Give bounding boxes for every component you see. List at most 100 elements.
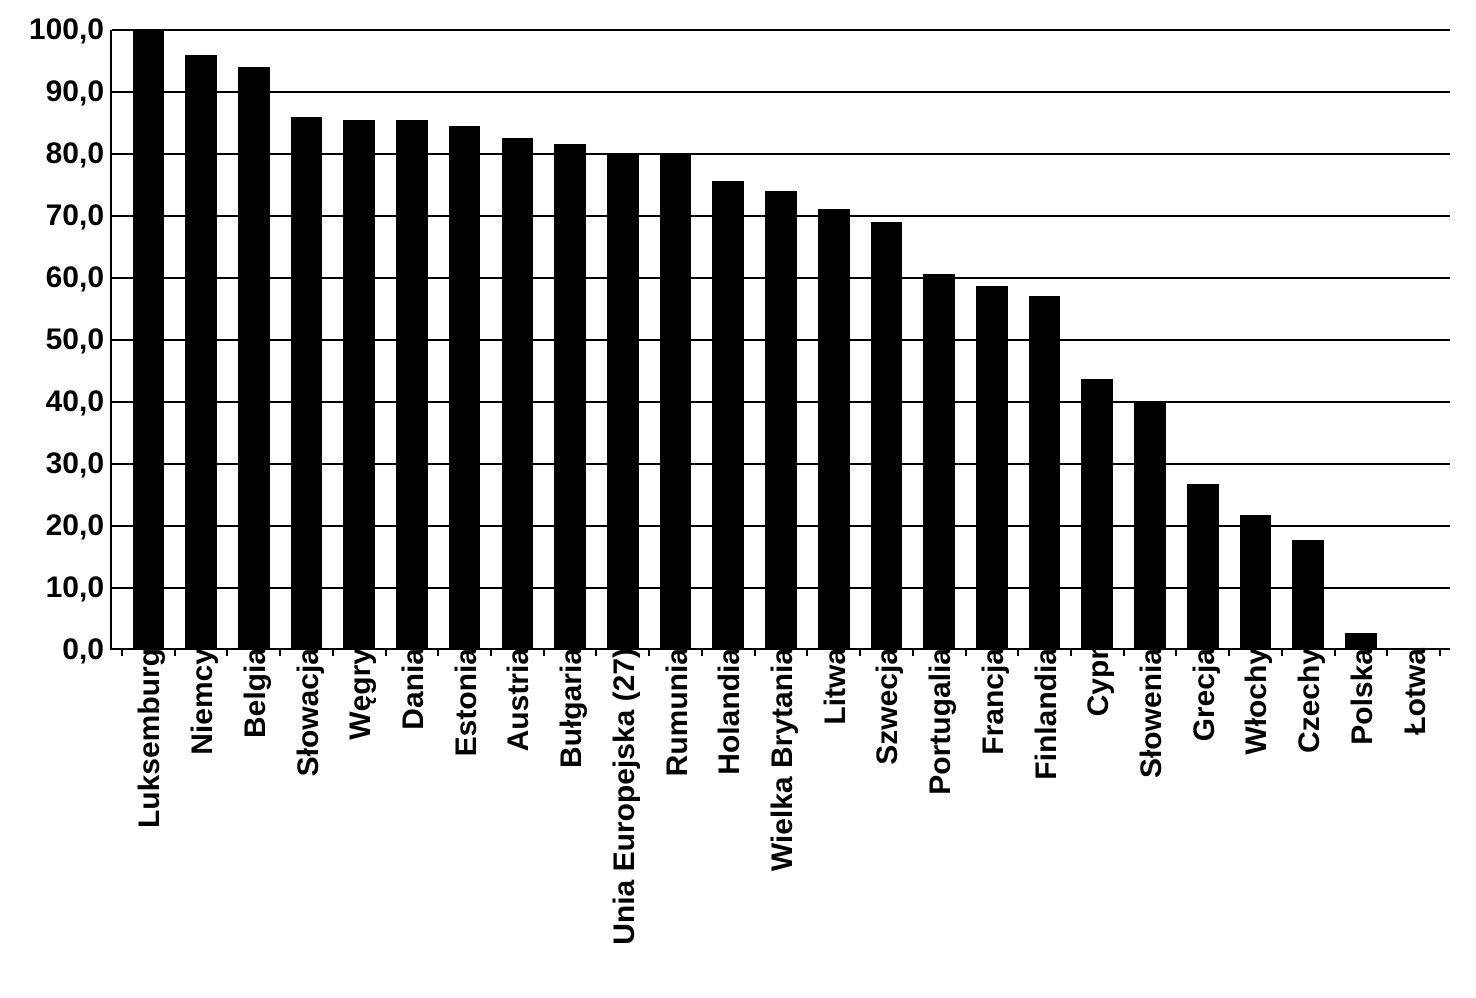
bar-slot: Polska (1335, 30, 1388, 648)
bar (343, 120, 375, 648)
xtick-mark (174, 648, 176, 656)
ytick-label: 20,0 (46, 509, 104, 543)
xtick-label: Łotwa (1395, 648, 1433, 735)
bar (1240, 515, 1272, 648)
xtick-mark (1017, 648, 1019, 656)
bar-slot: Cypr (1071, 30, 1124, 648)
bar-slot: Grecja (1176, 30, 1229, 648)
xtick-label: Wielka Brytania (762, 648, 800, 871)
xtick-mark (965, 648, 967, 656)
bar-slot: Włochy (1229, 30, 1282, 648)
xtick-label: Rumunia (657, 648, 695, 776)
bar (660, 154, 692, 648)
bar-slot: Portugalia (913, 30, 966, 648)
xtick-label: Czechy (1289, 648, 1327, 753)
ytick-label: 80,0 (46, 137, 104, 171)
bar-slot: Francja (966, 30, 1019, 648)
xtick-label: Estonia (446, 648, 484, 756)
xtick-mark (1386, 648, 1388, 656)
xtick-label: Bułgaria (551, 648, 589, 768)
xtick-mark (490, 648, 492, 656)
bar-slot: Węgry (333, 30, 386, 648)
bar (1029, 296, 1061, 648)
xtick-mark (701, 648, 703, 656)
xtick-mark (1175, 648, 1177, 656)
bar (1345, 633, 1377, 648)
bar-slot: Finlandia (1018, 30, 1071, 648)
xtick-mark (226, 648, 228, 656)
xtick-label: Słowenia (1131, 648, 1169, 778)
xtick-mark (1334, 648, 1336, 656)
ytick-label: 40,0 (46, 385, 104, 419)
xtick-mark (437, 648, 439, 656)
bar (712, 181, 744, 648)
bar-slot: Bułgaria (544, 30, 597, 648)
bar (291, 117, 323, 648)
bar-slot: Belgia (227, 30, 280, 648)
xtick-label: Polska (1342, 648, 1380, 745)
bar (976, 286, 1008, 648)
bar-slot: Litwa (807, 30, 860, 648)
xtick-label: Francja (973, 648, 1011, 755)
bar (185, 55, 217, 648)
xtick-mark (648, 648, 650, 656)
bar (396, 120, 428, 648)
bar (1081, 379, 1113, 648)
xtick-label: Finlandia (1026, 648, 1064, 780)
xtick-mark (543, 648, 545, 656)
bar-slot: Szwecja (860, 30, 913, 648)
xtick-label: Holandia (709, 648, 747, 775)
ytick-label: 70,0 (46, 199, 104, 233)
xtick-mark (912, 648, 914, 656)
bar (1292, 540, 1324, 648)
bar-slot: Łotwa (1387, 30, 1440, 648)
bar (607, 154, 639, 648)
xtick-label: Austria (498, 648, 536, 751)
xtick-mark (859, 648, 861, 656)
bar-slot: Rumunia (649, 30, 702, 648)
bar (238, 67, 270, 648)
xtick-mark (1123, 648, 1125, 656)
ytick-label: 30,0 (46, 447, 104, 481)
bar (818, 209, 850, 648)
xtick-label: Słowacja (288, 648, 326, 776)
xtick-label: Węgry (340, 648, 378, 740)
bar (554, 144, 586, 648)
xtick-mark (279, 648, 281, 656)
xtick-label: Portugalia (920, 648, 958, 795)
bar (765, 191, 797, 648)
ytick-label: 10,0 (46, 571, 104, 605)
xtick-label: Grecja (1184, 648, 1222, 741)
xtick-mark (595, 648, 597, 656)
bar (449, 126, 481, 648)
xtick-label: Niemcy (182, 648, 220, 755)
ytick-label: 90,0 (46, 75, 104, 109)
bar (502, 138, 534, 648)
bar (923, 274, 955, 648)
xtick-mark (1070, 648, 1072, 656)
bar-slot: Holandia (702, 30, 755, 648)
bar-slot: Słowenia (1124, 30, 1177, 648)
xtick-mark (1439, 648, 1441, 656)
bar-slot: Luksemburg (122, 30, 175, 648)
xtick-mark (1281, 648, 1283, 656)
bar-slot: Austria (491, 30, 544, 648)
xtick-mark (121, 648, 123, 656)
ytick-label: 100,0 (29, 13, 104, 47)
bar (1134, 401, 1166, 648)
xtick-mark (385, 648, 387, 656)
xtick-label: Litwa (815, 648, 853, 725)
xtick-label: Włochy (1236, 648, 1274, 755)
bar-slot: Unia Europejska (27) (596, 30, 649, 648)
bar (871, 222, 903, 648)
xtick-label: Belgia (235, 648, 273, 738)
bar-slot: Słowacja (280, 30, 333, 648)
plot-area: LuksemburgNiemcyBelgiaSłowacjaWęgryDania… (110, 30, 1450, 650)
ytick-label: 60,0 (46, 261, 104, 295)
bar (1187, 484, 1219, 648)
bar-slot: Niemcy (175, 30, 228, 648)
bar-slot: Czechy (1282, 30, 1335, 648)
xtick-mark (1228, 648, 1230, 656)
ytick-label: 50,0 (46, 323, 104, 357)
bar-chart: LuksemburgNiemcyBelgiaSłowacjaWęgryDania… (20, 20, 1456, 978)
